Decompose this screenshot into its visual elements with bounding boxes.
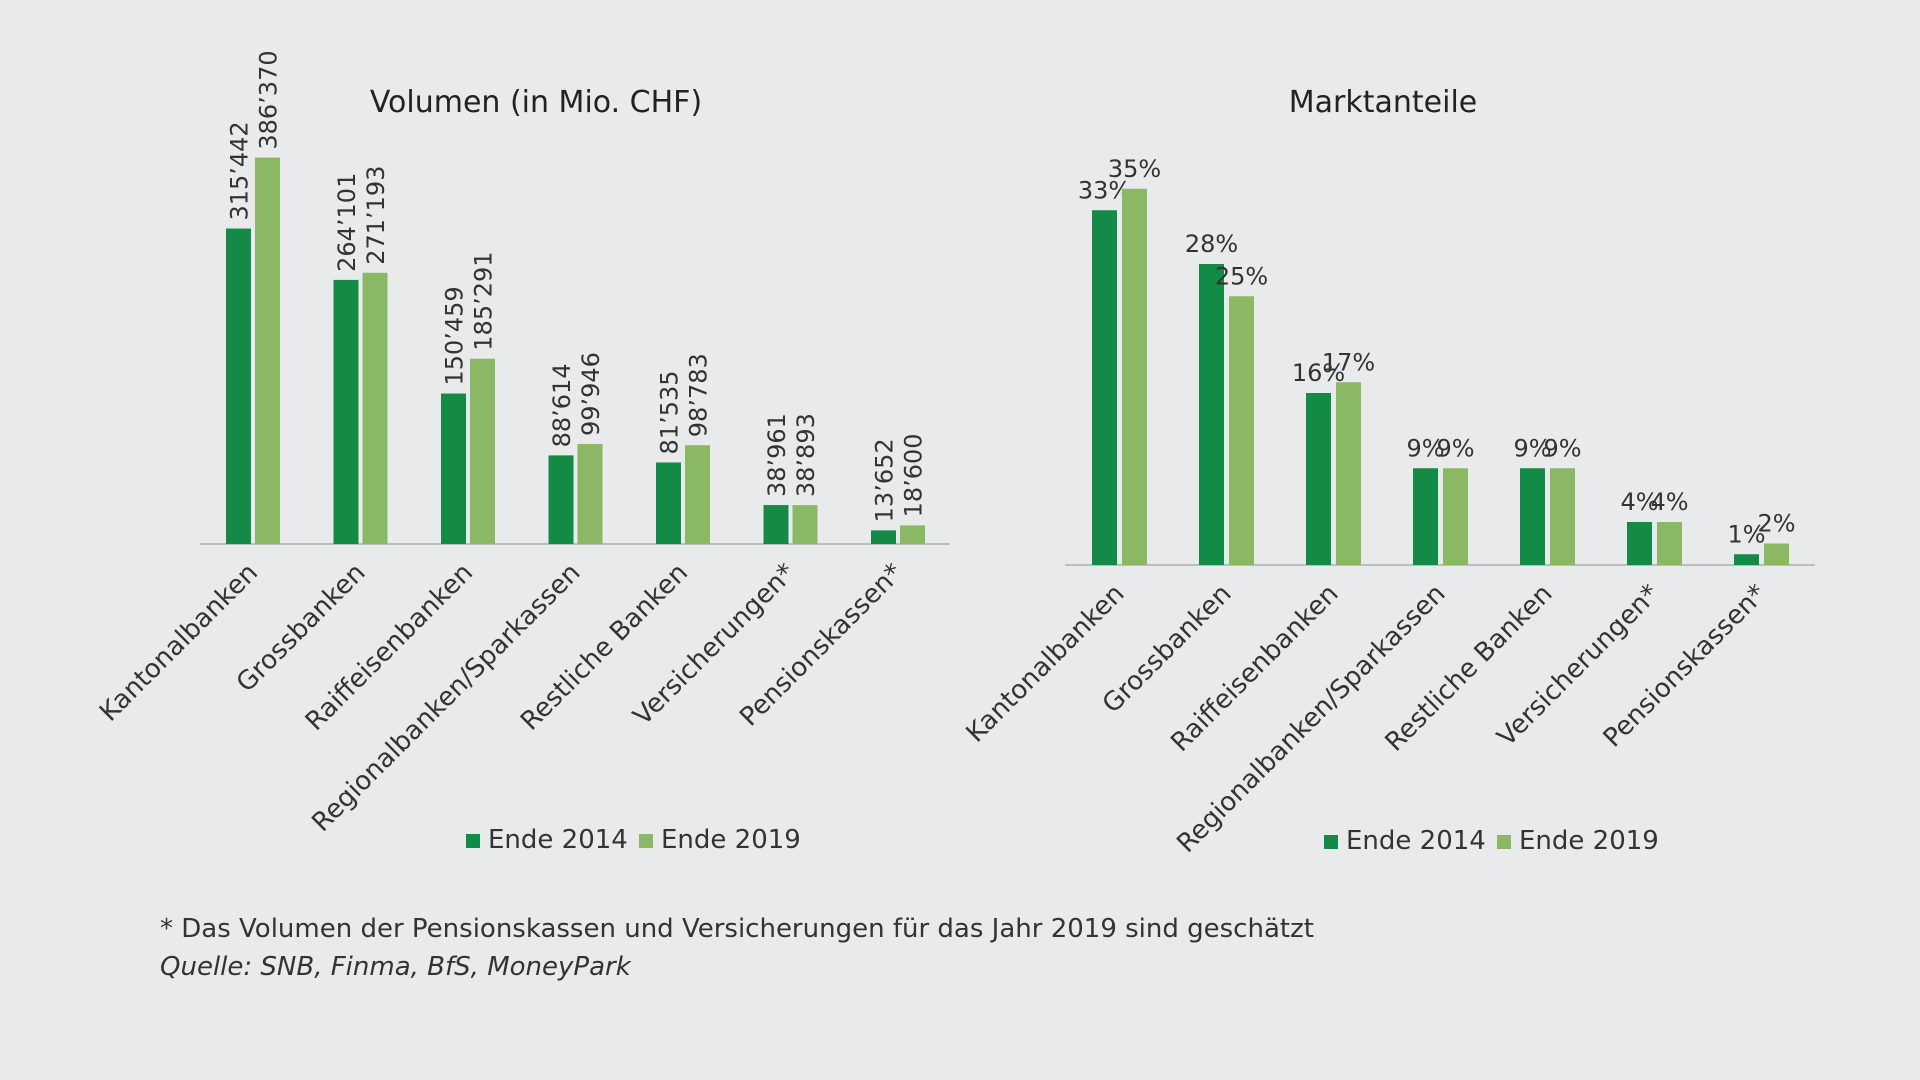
- data-label: 28%: [1185, 230, 1238, 258]
- chart-title: Marktanteile: [1289, 85, 1477, 120]
- bar-pensionskassen-ende-2019: [900, 525, 925, 544]
- legend: Ende 2014 Ende 2019: [1324, 826, 1659, 856]
- bar-versicherungen-ende-2019: [1657, 522, 1682, 565]
- data-label: 38’961: [763, 413, 791, 497]
- data-label: 386’370: [255, 50, 283, 149]
- data-label: 264’101: [333, 173, 361, 272]
- data-label: 185’291: [470, 251, 498, 350]
- data-label: 35%: [1108, 155, 1161, 183]
- bar-raiffeisenbanken-ende-2019: [470, 358, 495, 544]
- legend-label: Ende 2019: [1519, 826, 1659, 856]
- data-label: 99’946: [577, 352, 605, 436]
- bar-restliche-banken-ende-2014: [656, 462, 681, 544]
- footnote-source: Quelle: SNB, Finma, BfS, MoneyPark: [160, 952, 631, 982]
- footnote: * Das Volumen der Pensionskassen und Ver…: [160, 910, 1314, 986]
- bar-grossbanken-ende-2019: [1229, 296, 1254, 565]
- legend: Ende 2014 Ende 2019: [466, 825, 801, 855]
- data-label: 18’600: [900, 433, 928, 517]
- legend-label: Ende 2014: [1346, 826, 1486, 856]
- bar-regionalbanken-sparkassen-ende-2014: [1413, 468, 1438, 565]
- bar-versicherungen-ende-2014: [1627, 522, 1652, 565]
- bar-pensionskassen-ende-2014: [1734, 554, 1759, 565]
- bar-kantonalbanken-ende-2014: [226, 228, 251, 545]
- chart-title: Volumen (in Mio. CHF): [370, 85, 702, 120]
- data-label: 17%: [1322, 348, 1375, 376]
- data-label: 271’193: [362, 166, 390, 265]
- chart-2: Marktanteile33%35%Kantonalbanken28%25%Gr…: [961, 85, 1815, 859]
- legend-swatch-ende-2019: [1497, 835, 1511, 849]
- data-label: 9%: [1406, 434, 1444, 462]
- bar-versicherungen-ende-2019: [792, 505, 818, 544]
- bar-pensionskassen-ende-2014: [871, 530, 896, 544]
- legend-swatch-ende-2014: [466, 834, 480, 848]
- data-label: 98’783: [685, 353, 713, 437]
- bar-restliche-banken-ende-2019: [1550, 468, 1575, 565]
- category-label: Kantonalbanken: [94, 558, 264, 728]
- bar-versicherungen-ende-2014: [763, 505, 789, 544]
- bar-pensionskassen-ende-2019: [1764, 543, 1789, 565]
- legend-label: Ende 2014: [488, 825, 628, 855]
- data-label: 9%: [1513, 434, 1551, 462]
- bar-raiffeisenbanken-ende-2014: [441, 393, 466, 544]
- bar-regionalbanken-sparkassen-ende-2019: [1443, 468, 1468, 565]
- legend-swatch-ende-2014: [1324, 835, 1338, 849]
- data-label: 150’459: [441, 286, 469, 385]
- bar-grossbanken-ende-2019: [362, 272, 388, 544]
- footnote-note: * Das Volumen der Pensionskassen und Ver…: [160, 914, 1314, 944]
- data-label: 9%: [1543, 434, 1581, 462]
- bar-grossbanken-ende-2014: [1199, 264, 1224, 565]
- bar-raiffeisenbanken-ende-2014: [1306, 393, 1331, 565]
- bar-kantonalbanken-ende-2019: [255, 157, 280, 544]
- data-label: 315’442: [226, 121, 254, 220]
- legend-swatch-ende-2019: [639, 834, 653, 848]
- legend-label: Ende 2019: [661, 825, 801, 855]
- bar-raiffeisenbanken-ende-2019: [1336, 382, 1361, 565]
- data-label: 1%: [1727, 520, 1765, 548]
- data-label: 9%: [1436, 434, 1474, 462]
- data-label: 81’535: [656, 370, 684, 454]
- category-label: Kantonalbanken: [961, 579, 1131, 749]
- data-label: 13’652: [871, 438, 899, 522]
- bar-grossbanken-ende-2014: [333, 279, 359, 544]
- bar-regionalbanken-sparkassen-ende-2014: [548, 455, 574, 544]
- data-label: 25%: [1215, 262, 1268, 290]
- bar-kantonalbanken-ende-2019: [1122, 188, 1147, 565]
- bar-restliche-banken-ende-2014: [1520, 468, 1545, 565]
- data-label: 88’614: [548, 363, 576, 447]
- bar-regionalbanken-sparkassen-ende-2019: [577, 444, 603, 544]
- bar-restliche-banken-ende-2019: [685, 445, 710, 544]
- data-label: 4%: [1620, 488, 1658, 516]
- data-label: 38’893: [792, 413, 820, 497]
- data-label: 4%: [1650, 488, 1688, 516]
- bar-kantonalbanken-ende-2014: [1092, 210, 1117, 565]
- data-label: 2%: [1757, 510, 1795, 538]
